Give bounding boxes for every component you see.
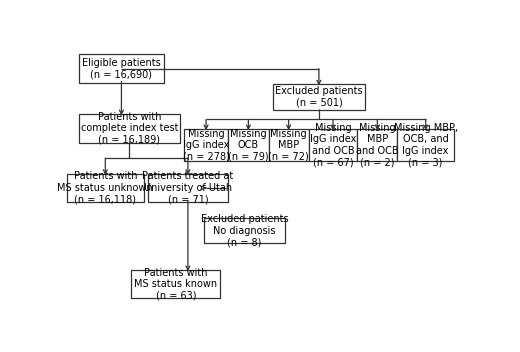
Text: Missing
IgG index
and OCB
(n = 67): Missing IgG index and OCB (n = 67) (310, 123, 356, 168)
Text: Missing
OCB
(n = 79): Missing OCB (n = 79) (228, 128, 269, 162)
FancyBboxPatch shape (268, 129, 309, 162)
FancyBboxPatch shape (67, 174, 144, 202)
Text: Missing
MBP
and OCB
(n = 2): Missing MBP and OCB (n = 2) (356, 123, 399, 168)
Text: Missing
IgG index
(n = 278): Missing IgG index (n = 278) (183, 128, 229, 162)
FancyBboxPatch shape (79, 114, 180, 143)
FancyBboxPatch shape (228, 129, 268, 162)
FancyBboxPatch shape (272, 84, 365, 110)
FancyBboxPatch shape (184, 129, 228, 162)
Text: Patients with
complete index test
(n = 16,189): Patients with complete index test (n = 1… (81, 112, 178, 145)
Text: Missing MBP,
OCB, and
IgG index
(n = 3): Missing MBP, OCB, and IgG index (n = 3) (394, 123, 458, 168)
Text: Excluded patients
No diagnosis
(n = 8): Excluded patients No diagnosis (n = 8) (201, 214, 288, 247)
FancyBboxPatch shape (132, 270, 220, 298)
Text: Patients with
MS status known
(n = 63): Patients with MS status known (n = 63) (134, 268, 217, 301)
FancyBboxPatch shape (204, 218, 284, 243)
FancyBboxPatch shape (397, 129, 454, 162)
Text: Excluded patients
(n = 501): Excluded patients (n = 501) (275, 86, 363, 108)
FancyBboxPatch shape (79, 55, 164, 83)
Text: Eligible patients
(n = 16,690): Eligible patients (n = 16,690) (82, 58, 161, 80)
Text: Patients with
MS status unknown
(n = 16,118): Patients with MS status unknown (n = 16,… (58, 171, 153, 205)
FancyBboxPatch shape (148, 174, 228, 202)
FancyBboxPatch shape (357, 129, 397, 162)
FancyBboxPatch shape (309, 129, 357, 162)
Text: Patients treated at
University of Utah
(n = 71): Patients treated at University of Utah (… (142, 171, 233, 205)
Text: Missing
MBP
(n = 72): Missing MBP (n = 72) (268, 128, 309, 162)
